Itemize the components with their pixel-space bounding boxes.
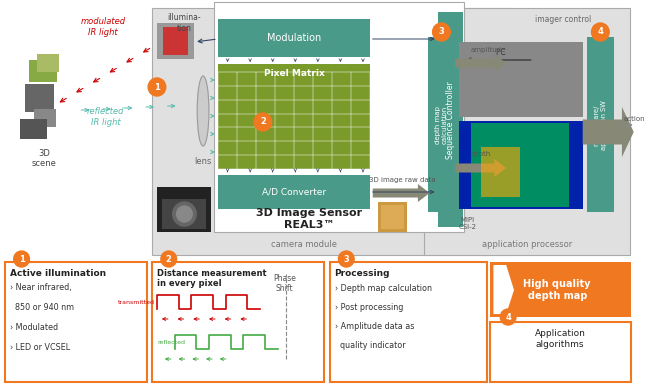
Bar (380, 205, 404, 229)
Bar (491, 262, 631, 317)
Text: reflected: reflected (157, 341, 185, 346)
Circle shape (338, 251, 354, 267)
Circle shape (176, 206, 192, 222)
Bar (34, 109, 56, 127)
Polygon shape (455, 54, 506, 72)
Text: Active illumination: Active illumination (10, 269, 106, 278)
Text: Phase
Shift: Phase Shift (273, 274, 296, 293)
Bar (38, 54, 59, 72)
Text: depth map
calculation: depth map calculation (435, 106, 448, 144)
Bar (5, 262, 147, 382)
Polygon shape (455, 159, 506, 177)
Text: Application
algorithms: Application algorithms (535, 329, 586, 349)
Circle shape (172, 202, 196, 226)
Bar (19, 119, 47, 139)
Bar (459, 42, 583, 117)
Circle shape (14, 251, 29, 267)
Text: › Post processing: › Post processing (334, 303, 403, 312)
Text: › Depth map calculation: › Depth map calculation (334, 284, 432, 293)
Bar (481, 147, 520, 197)
Text: 3D image raw data: 3D image raw data (369, 177, 435, 183)
Bar (214, 2, 464, 232)
Text: amplitude: amplitude (471, 47, 506, 53)
Text: 1: 1 (154, 82, 160, 91)
Bar (218, 19, 370, 57)
Text: middleware/
application SW: middleware/ application SW (594, 100, 607, 150)
Text: High quality
depth map: High quality depth map (524, 279, 591, 301)
Text: 1: 1 (19, 255, 25, 264)
Text: lens: lens (194, 157, 212, 166)
Bar (163, 27, 189, 55)
Bar (471, 123, 569, 207)
Polygon shape (373, 184, 430, 202)
Text: imager control: imager control (535, 14, 591, 24)
Bar (586, 37, 614, 212)
Bar (29, 60, 57, 82)
Text: Distance measurement
in every pixel: Distance measurement in every pixel (157, 269, 266, 288)
Bar (330, 262, 487, 382)
Circle shape (500, 309, 516, 325)
Text: depth: depth (471, 151, 491, 157)
Bar (25, 84, 54, 112)
Bar (152, 8, 510, 255)
Bar (424, 8, 630, 255)
Text: 3D Image Sensor
REAL3™: 3D Image Sensor REAL3™ (256, 208, 362, 230)
Ellipse shape (197, 76, 209, 146)
Bar (218, 175, 370, 209)
Text: 3: 3 (343, 255, 349, 264)
Text: application processor: application processor (481, 240, 572, 249)
Text: action: action (624, 116, 645, 122)
Text: 850 or 940 nm: 850 or 940 nm (10, 303, 74, 312)
Bar (218, 64, 370, 169)
Bar (378, 202, 407, 232)
Text: 3: 3 (439, 27, 445, 36)
Bar (437, 12, 463, 227)
Text: MIPI
CSI-2: MIPI CSI-2 (459, 217, 477, 230)
Text: 2: 2 (166, 255, 172, 264)
Text: 2: 2 (260, 118, 266, 127)
Polygon shape (493, 265, 514, 314)
Text: 3D
scene: 3D scene (32, 149, 56, 168)
Bar (157, 23, 194, 59)
Bar (459, 121, 583, 209)
Text: › Near infrared,: › Near infrared, (10, 283, 71, 292)
Text: reflected
IR light: reflected IR light (87, 107, 124, 127)
Text: camera module: camera module (271, 240, 337, 249)
Circle shape (161, 251, 176, 267)
Bar (491, 322, 631, 382)
Text: illumina-
tion: illumina- tion (168, 13, 202, 33)
Text: 4: 4 (597, 27, 603, 36)
Circle shape (254, 113, 272, 131)
Bar (157, 187, 211, 232)
Text: Sequence Controller: Sequence Controller (446, 81, 455, 159)
Circle shape (592, 23, 609, 41)
Bar (152, 262, 324, 382)
Text: 4: 4 (505, 312, 511, 322)
Text: Modulation: Modulation (267, 33, 321, 43)
Text: I²C: I²C (495, 48, 505, 57)
Circle shape (148, 78, 166, 96)
Text: transmitted: transmitted (118, 300, 155, 305)
Text: Pixel Matrix: Pixel Matrix (264, 69, 325, 78)
Text: › Modulated: › Modulated (10, 323, 58, 332)
Text: › LED or VCSEL: › LED or VCSEL (10, 343, 70, 352)
Circle shape (433, 23, 450, 41)
Text: › Amplitude data as: › Amplitude data as (334, 322, 414, 331)
Text: Processing: Processing (334, 269, 390, 278)
Text: modulated
IR light: modulated IR light (80, 17, 126, 37)
Polygon shape (583, 107, 634, 157)
Bar (162, 199, 206, 229)
Bar (428, 37, 455, 212)
Text: A/D Converter: A/D Converter (262, 187, 327, 197)
Text: quality indicator: quality indicator (334, 341, 405, 350)
